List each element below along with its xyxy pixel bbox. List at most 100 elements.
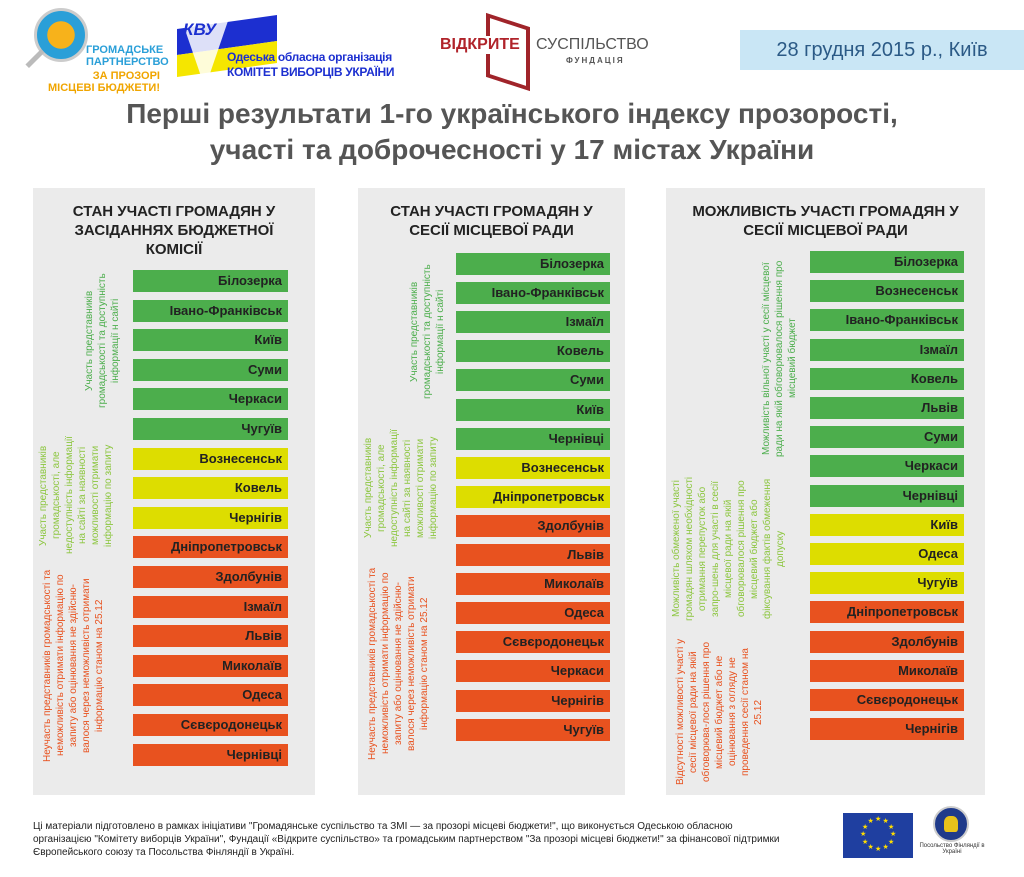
city-bar-green: Білозерка (810, 251, 964, 273)
logo-line: ГРОМАДСЬКЕ (86, 44, 164, 56)
finland-embassy-seal-icon (933, 806, 969, 842)
panel-title: СТАН УЧАСТІ ГРОМАДЯН У ЗАСІДАННЯХ БЮДЖЕТ… (72, 203, 276, 258)
city-bar-orange: Чернігів (456, 689, 610, 712)
finland-embassy-caption: Посольство Фінляндії в Україні (919, 843, 985, 855)
star-icon: ★ (867, 843, 874, 851)
city-bar-green: Білозерка (456, 253, 610, 275)
city-bar-orange: Чугуїв (456, 718, 610, 741)
star-icon: ★ (887, 838, 895, 846)
city-bar-green: Київ (456, 398, 610, 421)
city-bar-orange: Львів (456, 544, 610, 566)
panel-title: СТАН УЧАСТІ ГРОМАДЯН У СЕСІЇ МІСЦЕВОЇ РА… (390, 203, 593, 239)
logo-line: СУСПІЛЬСТВО (536, 36, 649, 53)
logo-line: ЗА ПРОЗОРІ (92, 70, 160, 82)
group-label-yellow: Можливість обмеженої участі громадян шля… (671, 476, 786, 622)
logo1-bottom-text: ЗА ПРОЗОРІ МІСЦЕВІ БЮДЖЕТИ! (48, 70, 160, 94)
city-bar-yellow: Чернігів (133, 506, 288, 529)
city-bar-orange: Миколаїв (810, 659, 964, 682)
city-bar-orange: Львів (133, 625, 288, 648)
city-bar-green: Львів (810, 397, 964, 419)
group-label-yellow: Участь представників громадськості, але … (38, 436, 114, 555)
city-bar-yellow: Чугуїв (810, 572, 964, 595)
logo-transparent-budgets: ГРОМАДСЬКЕ ПАРТНЕРСТВО ЗА ПРОЗОРІ МІСЦЕВІ … (18, 6, 169, 94)
city-bar-green: Вознесенськ (810, 280, 964, 303)
eu-flag-icon: ★ ★ ★ ★ ★ ★ ★ ★ ★ ★ ★ ★ (843, 813, 913, 858)
logo1-top-text: ГРОМАДСЬКЕ ПАРТНЕРСТВО (86, 44, 169, 68)
city-bar-orange: Миколаїв (456, 573, 610, 596)
city-bar-orange: Здолбунів (456, 514, 610, 537)
city-bar-orange: Черкаси (456, 660, 610, 683)
city-bar-green: Черкаси (810, 455, 964, 478)
logo-line: ПАРТНЕРСТВО (86, 56, 169, 68)
group-label-orange: Неучасть представників громадськості та … (367, 567, 430, 760)
city-bar-orange: Чернівці (133, 743, 288, 766)
city-bar-yellow: Вознесенськ (133, 447, 288, 470)
city-bar-orange: Миколаїв (133, 654, 288, 677)
star-icon: ★ (882, 843, 889, 851)
group-label-green: Участь представників громадськості та до… (409, 264, 446, 400)
group-label-green: Участь представників громадськості та до… (84, 273, 121, 408)
magnifier-handle-icon (25, 48, 45, 69)
city-bar-green: Івано-Франківськ (133, 299, 288, 322)
star-icon: ★ (862, 823, 869, 831)
city-bar-orange: Сєвєродонецьк (456, 631, 610, 654)
city-bar-orange: Дніпропетровськ (133, 536, 288, 559)
title-line: Перші результати 1-го українського індек… (126, 98, 898, 129)
city-bar-yellow: Одеса (810, 543, 964, 565)
city-bar-yellow: Київ (810, 513, 964, 536)
star-icon: ★ (875, 816, 882, 823)
logo-line: МІСЦЕВІ БЮДЖЕТИ! (48, 82, 160, 94)
star-icon: ★ (890, 831, 897, 838)
city-bar-orange: Одеса (133, 684, 288, 707)
city-bar-green: Чернівці (810, 484, 964, 507)
city-bar-orange: Одеса (456, 602, 610, 625)
city-bar-yellow: Дніпропетровськ (456, 485, 610, 508)
city-bar-orange: Здолбунів (810, 630, 964, 653)
logo-line: ВІДКРИТЕ (440, 36, 520, 54)
city-bar-green: Чугуїв (133, 418, 288, 440)
logo-kvu: КВУ Одеська обласна організація КОМІТЕТ … (175, 8, 425, 90)
star-icon: ★ (887, 823, 895, 831)
lion-icon (944, 816, 958, 832)
city-bar-yellow: Ковель (133, 477, 288, 500)
kvu-mark: КВУ (183, 20, 217, 39)
city-bar-green: Суми (133, 358, 288, 381)
page-title: Перші результати 1-го українського індек… (0, 96, 1024, 168)
city-bar-green: Івано-Франківськ (810, 309, 964, 332)
city-bar-green: Черкаси (133, 388, 288, 411)
city-bar-green: Ізмаїл (810, 338, 964, 361)
star-icon: ★ (867, 818, 874, 825)
logo-line: ФУНДАЦІЯ (566, 56, 625, 65)
group-label-yellow: Участь представників громадськості, але … (363, 429, 439, 547)
date-banner: 28 грудня 2015 р., Київ (740, 30, 1024, 70)
logo-line: Одеська обласна організація (227, 50, 392, 64)
panel-2: СТАН УЧАСТІ ГРОМАДЯН У СЕСІЇ МІСЦЕВОЇ РА… (358, 188, 625, 795)
city-bar-green: Чернівці (456, 427, 610, 450)
group-label-orange: Відсутності можливості участі у сесії мі… (675, 638, 764, 786)
city-bar-orange: Здолбунів (133, 566, 288, 588)
city-bar-orange: Ізмаїл (133, 595, 288, 618)
city-bar-green: Ковель (810, 367, 964, 390)
city-bar-orange: Чернігів (810, 718, 964, 741)
city-bar-orange: Дніпропетровськ (810, 601, 964, 624)
city-bar-green: Ізмаїл (456, 311, 610, 334)
logo-line: КОМІТЕТ ВИБОРЦІВ УКРАЇНИ (227, 65, 395, 79)
city-bar-green: Ковель (456, 340, 610, 363)
city-bar-green: Київ (133, 329, 288, 352)
city-bar-green: Білозерка (133, 270, 288, 292)
star-icon: ★ (882, 818, 889, 825)
star-icon: ★ (860, 831, 867, 838)
city-bar-green: Суми (456, 369, 610, 392)
city-bar-green: Івано-Франківськ (456, 282, 610, 305)
panel-3: МОЖЛИВІСТЬ УЧАСТІ ГРОМАДЯН У СЕСІЇ МІСЦЕ… (666, 188, 985, 795)
city-bar-orange: Сєвєродонецьк (810, 689, 964, 711)
city-bar-green: Суми (810, 426, 964, 449)
logo-open-society: ВІДКРИТЕ СУСПІЛЬСТВО ФУНДАЦІЯ (440, 12, 650, 92)
footer-text: Ці матеріали підготовлено в рамках ініці… (33, 821, 780, 858)
title-line: участі та доброчесності у 17 містах Укра… (209, 134, 815, 165)
city-bar-orange: Сєвєродонецьк (133, 714, 288, 736)
star-icon: ★ (862, 838, 869, 846)
group-label-green: Можливість вільної участі у сесії місцев… (761, 260, 798, 457)
star-icon: ★ (875, 846, 882, 853)
